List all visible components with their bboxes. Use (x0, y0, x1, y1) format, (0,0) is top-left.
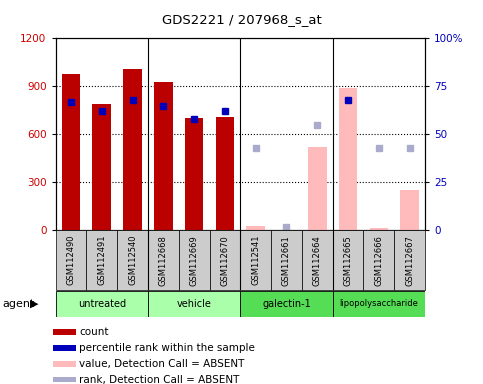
Text: GSM112666: GSM112666 (374, 235, 384, 286)
FancyBboxPatch shape (56, 230, 86, 290)
Bar (123, 69, 142, 230)
Bar (400, 190, 419, 230)
Bar (339, 88, 357, 230)
Bar (53, 361, 75, 367)
FancyBboxPatch shape (271, 230, 302, 290)
Text: GSM112670: GSM112670 (220, 235, 229, 286)
Bar (308, 147, 327, 230)
Text: vehicle: vehicle (177, 299, 212, 309)
Text: value, Detection Call = ABSENT: value, Detection Call = ABSENT (79, 359, 245, 369)
Bar (215, 117, 234, 230)
FancyBboxPatch shape (333, 291, 425, 317)
Text: GSM112668: GSM112668 (159, 235, 168, 286)
FancyBboxPatch shape (394, 230, 425, 290)
Text: untreated: untreated (78, 299, 126, 309)
Text: galectin-1: galectin-1 (262, 299, 311, 309)
FancyBboxPatch shape (240, 230, 271, 290)
FancyBboxPatch shape (148, 230, 179, 290)
Text: GSM112664: GSM112664 (313, 235, 322, 286)
Text: agent: agent (2, 299, 35, 309)
Bar (246, 225, 265, 230)
Bar (185, 118, 203, 230)
FancyBboxPatch shape (179, 230, 210, 290)
Text: GSM112667: GSM112667 (405, 235, 414, 286)
Bar (53, 377, 75, 382)
Text: GSM112490: GSM112490 (67, 235, 75, 285)
FancyBboxPatch shape (302, 230, 333, 290)
FancyBboxPatch shape (210, 230, 240, 290)
Bar (369, 228, 388, 230)
FancyBboxPatch shape (364, 230, 394, 290)
Text: GSM112540: GSM112540 (128, 235, 137, 285)
Text: percentile rank within the sample: percentile rank within the sample (79, 343, 255, 353)
Text: GSM112669: GSM112669 (190, 235, 199, 286)
FancyBboxPatch shape (148, 291, 240, 317)
Text: GDS2221 / 207968_s_at: GDS2221 / 207968_s_at (162, 13, 321, 26)
FancyBboxPatch shape (333, 230, 364, 290)
Bar (62, 74, 80, 230)
Text: count: count (79, 327, 109, 337)
Text: GSM112541: GSM112541 (251, 235, 260, 285)
Text: lipopolysaccharide: lipopolysaccharide (340, 299, 418, 308)
Text: ▶: ▶ (30, 299, 39, 309)
Text: GSM112665: GSM112665 (343, 235, 353, 286)
Text: GSM112661: GSM112661 (282, 235, 291, 286)
Bar (53, 345, 75, 351)
Text: rank, Detection Call = ABSENT: rank, Detection Call = ABSENT (79, 374, 240, 384)
Bar (92, 104, 111, 230)
Bar (53, 329, 75, 335)
Bar (154, 81, 172, 230)
Text: GSM112491: GSM112491 (97, 235, 106, 285)
FancyBboxPatch shape (86, 230, 117, 290)
FancyBboxPatch shape (56, 291, 148, 317)
FancyBboxPatch shape (117, 230, 148, 290)
FancyBboxPatch shape (240, 291, 333, 317)
